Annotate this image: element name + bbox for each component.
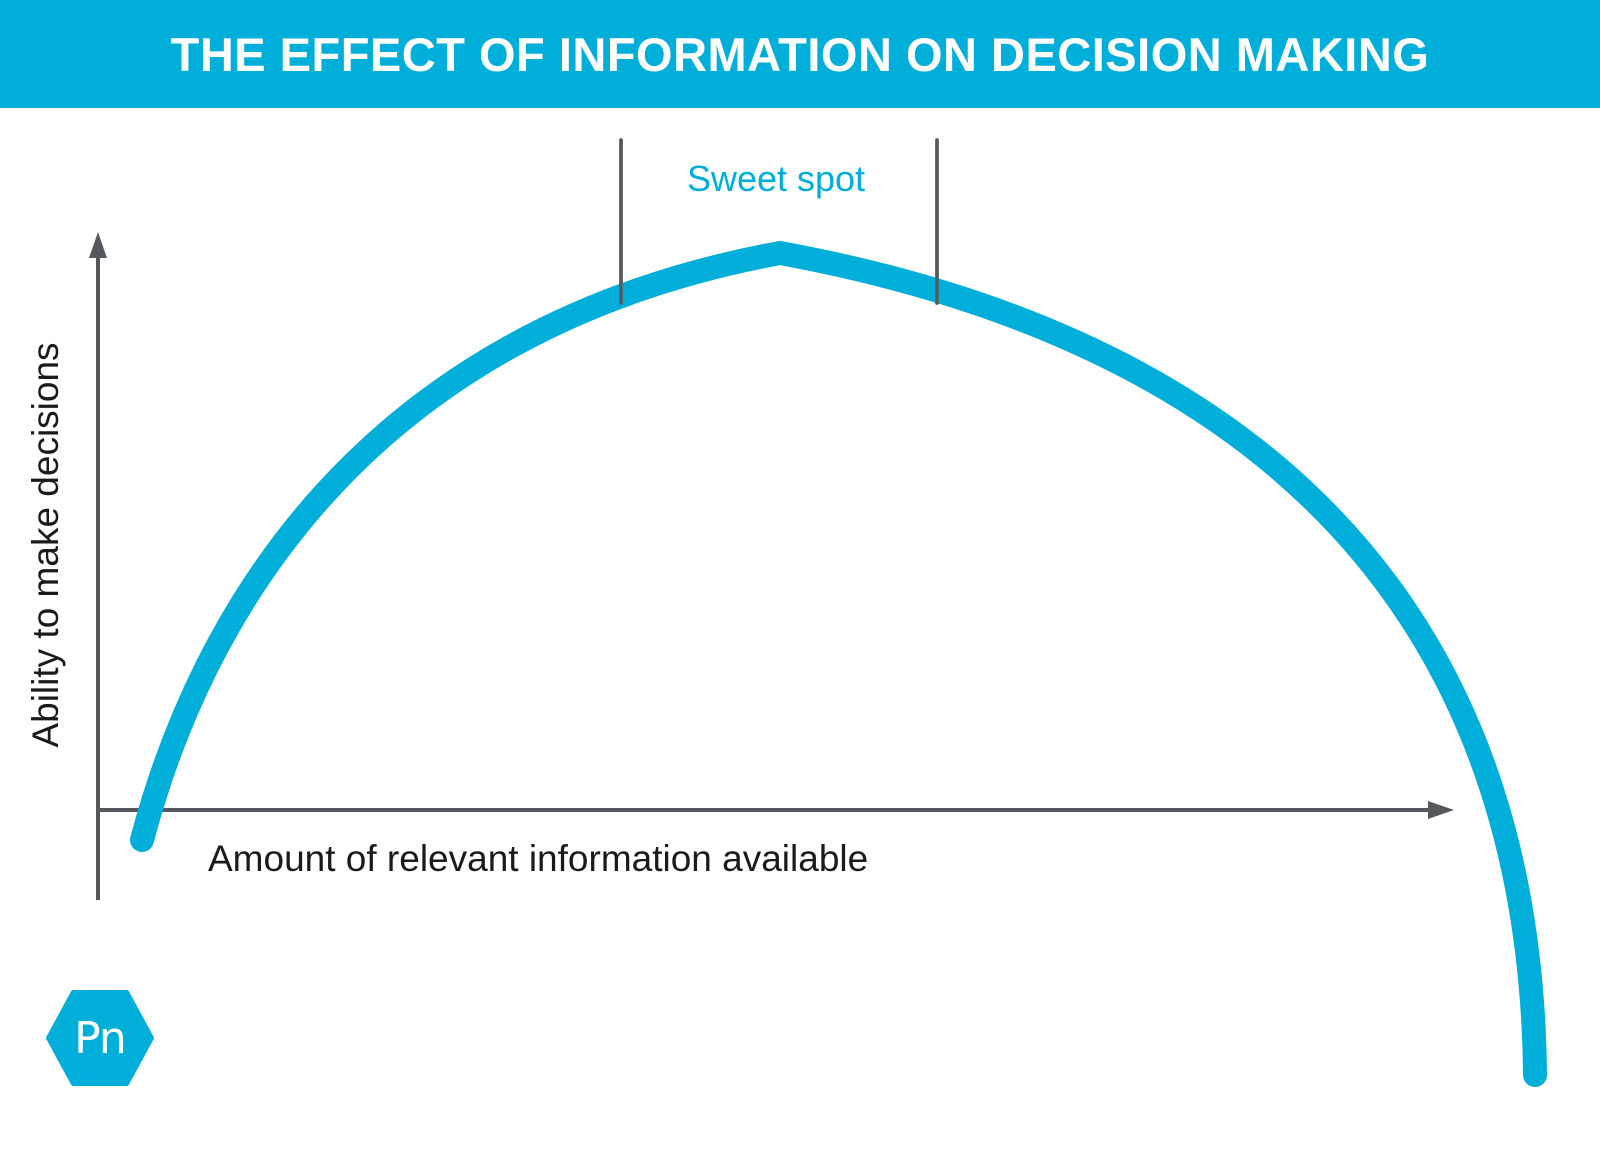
decision-curve [130,240,1547,1087]
brand-logo: Pn [46,990,154,1086]
y-axis-label: Ability to make decisions [25,342,66,748]
x-axis-label: Amount of relevant information available [208,838,869,879]
logo-text: Pn [74,1012,127,1064]
title-banner: THE EFFECT OF INFORMATION ON DECISION MA… [0,0,1600,108]
sweet-spot-label: Sweet spot [686,158,866,199]
hexagon-logo-icon [46,990,154,1086]
x-axis-arrow-icon [1428,801,1454,819]
x-axis [98,801,1454,819]
chart-title: THE EFFECT OF INFORMATION ON DECISION MA… [170,27,1430,81]
y-axis [89,232,107,900]
y-axis-arrow-icon [89,232,107,258]
